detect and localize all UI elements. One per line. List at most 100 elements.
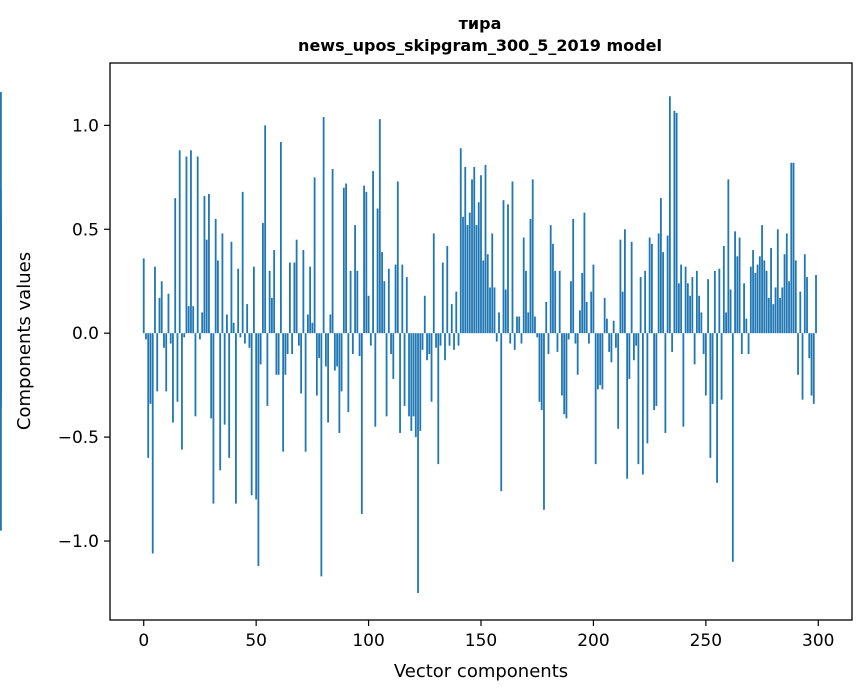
bar-131 bbox=[437, 333, 440, 465]
bar-247 bbox=[698, 295, 700, 334]
bar-19 bbox=[185, 156, 188, 334]
bar-15 bbox=[176, 333, 179, 402]
bar-8 bbox=[160, 281, 163, 334]
bar-205 bbox=[603, 297, 606, 334]
bar-40 bbox=[232, 322, 235, 334]
bar-189 bbox=[567, 333, 570, 340]
bar-143 bbox=[464, 166, 467, 334]
bar-33 bbox=[217, 260, 219, 334]
bar-297 bbox=[810, 333, 813, 396]
bar-5 bbox=[154, 266, 156, 334]
bar-168 bbox=[520, 333, 523, 344]
bar-132 bbox=[439, 333, 442, 346]
bar-175 bbox=[536, 333, 539, 338]
bar-107 bbox=[383, 281, 386, 334]
bar-37 bbox=[226, 314, 228, 334]
bar-65 bbox=[288, 262, 291, 334]
bar-136 bbox=[448, 333, 451, 346]
bar-296 bbox=[808, 333, 811, 359]
plot-frame bbox=[109, 62, 853, 621]
y-tick-label: 1.0 bbox=[72, 116, 99, 136]
bar-78 bbox=[318, 333, 321, 359]
bar-243 bbox=[689, 295, 692, 334]
bar-22 bbox=[192, 306, 195, 334]
bar-70 bbox=[300, 333, 303, 394]
bar-75 bbox=[311, 322, 314, 334]
bar-193 bbox=[576, 333, 579, 375]
bar-183 bbox=[554, 270, 557, 334]
bar-191 bbox=[572, 218, 575, 334]
bar-11 bbox=[167, 293, 170, 334]
bar-225 bbox=[648, 237, 651, 334]
bar-141 bbox=[459, 148, 462, 334]
bar-256 bbox=[718, 268, 721, 334]
bar-227 bbox=[653, 333, 656, 411]
bar-undefined bbox=[0, 333, 2, 531]
bar-200 bbox=[592, 264, 595, 334]
bar-217 bbox=[630, 241, 633, 334]
bar-150 bbox=[480, 175, 482, 334]
bar-196 bbox=[583, 212, 586, 334]
bar-211 bbox=[617, 333, 620, 429]
bar-9 bbox=[163, 333, 165, 348]
bar-299 bbox=[815, 274, 817, 334]
bar-149 bbox=[477, 202, 480, 334]
bar-201 bbox=[594, 333, 597, 465]
bar-102 bbox=[372, 171, 374, 334]
bar-92 bbox=[349, 270, 352, 334]
bar-160 bbox=[502, 200, 505, 334]
bar-60 bbox=[277, 333, 280, 375]
bar-272 bbox=[754, 272, 757, 334]
bar-246 bbox=[695, 270, 698, 334]
bar-188 bbox=[565, 333, 568, 419]
bar-252 bbox=[709, 333, 712, 458]
bar-276 bbox=[763, 260, 766, 334]
bar-95 bbox=[356, 270, 359, 334]
bar-214 bbox=[624, 229, 626, 334]
bar-133 bbox=[441, 262, 444, 334]
bar-94 bbox=[354, 225, 356, 334]
bar-76 bbox=[313, 177, 316, 334]
bar-45 bbox=[244, 333, 246, 344]
bar-153 bbox=[486, 254, 489, 334]
bar-166 bbox=[516, 316, 518, 334]
bar-24 bbox=[196, 156, 199, 334]
bar-120 bbox=[412, 333, 415, 417]
bar-159 bbox=[500, 333, 503, 492]
bar-55 bbox=[266, 333, 269, 406]
bar-279 bbox=[770, 247, 772, 334]
bar-242 bbox=[686, 283, 689, 334]
bar-109 bbox=[387, 268, 390, 334]
bar-4 bbox=[151, 333, 154, 554]
bar-53 bbox=[262, 223, 264, 334]
bar-108 bbox=[385, 333, 388, 417]
bar-85 bbox=[333, 333, 336, 371]
bar-286 bbox=[785, 233, 788, 334]
bar-268 bbox=[745, 318, 748, 334]
x-axis-label: Vector components bbox=[394, 661, 568, 682]
bar-3 bbox=[149, 333, 152, 404]
bar-58 bbox=[273, 250, 276, 334]
bar-32 bbox=[214, 218, 217, 334]
bar-98 bbox=[363, 185, 365, 334]
chart-subtitle: news_upos_skipgram_300_5_2019 model bbox=[298, 36, 662, 55]
bar-269 bbox=[747, 333, 750, 354]
bar-1 bbox=[145, 333, 147, 340]
x-tick-label: 150 bbox=[465, 631, 497, 651]
bar-146 bbox=[471, 179, 473, 334]
bar-29 bbox=[208, 193, 210, 334]
bar-281 bbox=[774, 287, 777, 334]
bar-263 bbox=[734, 231, 736, 334]
bar-274 bbox=[758, 256, 761, 334]
bar-35 bbox=[221, 233, 224, 334]
bar-20 bbox=[187, 306, 190, 334]
bar-258 bbox=[722, 245, 725, 334]
bar-209 bbox=[612, 320, 615, 334]
bar-171 bbox=[527, 312, 530, 334]
bar-208 bbox=[610, 333, 613, 363]
bar-142 bbox=[462, 216, 464, 334]
bar-174 bbox=[534, 316, 536, 334]
bar-83 bbox=[329, 314, 332, 334]
